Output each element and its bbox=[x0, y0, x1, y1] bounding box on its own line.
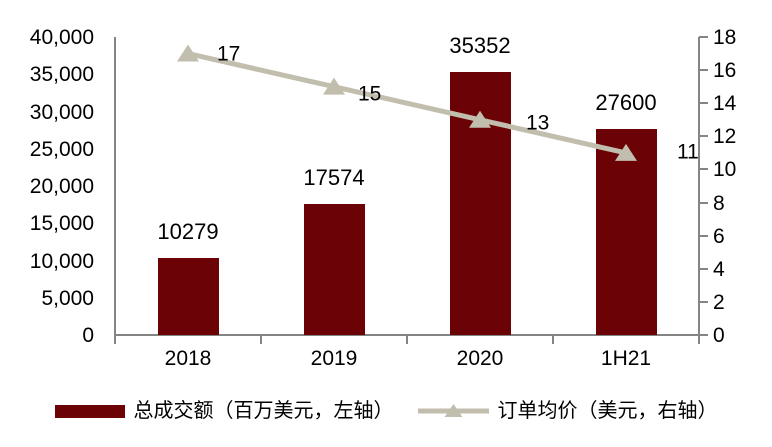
y-axis-left-tick-label: 5,000 bbox=[41, 286, 94, 310]
y-axis-left-tick-label: 10,000 bbox=[29, 249, 94, 273]
y-axis-right-tick bbox=[699, 135, 708, 138]
y-axis-left-tick-label: 0 bbox=[82, 324, 94, 347]
y-axis-right-tick-label: 6 bbox=[713, 224, 725, 248]
y-axis-left-line bbox=[114, 37, 116, 336]
y-axis-right-tick-label: 10 bbox=[713, 158, 737, 182]
y-axis-right-tick bbox=[699, 334, 708, 336]
line-value-label: 17 bbox=[217, 42, 241, 66]
y-axis-left-tick-label: 35,000 bbox=[29, 63, 94, 87]
y-axis-right-tick bbox=[699, 201, 708, 204]
y-axis-left-tick-label: 20,000 bbox=[29, 175, 94, 198]
bar-2019 bbox=[303, 204, 365, 335]
y-axis-right-line bbox=[698, 37, 700, 336]
y-axis-right-tick bbox=[699, 168, 708, 171]
x-axis-category-label: 1H21 bbox=[600, 347, 652, 370]
y-axis-right-tick-label: 12 bbox=[713, 125, 737, 149]
y-axis-left-tick-label: 25,000 bbox=[29, 137, 94, 161]
y-axis-right-tick bbox=[699, 69, 708, 72]
x-axis-category-label: 2020 bbox=[456, 347, 504, 370]
y-axis-right-tick-label: 4 bbox=[713, 257, 725, 281]
legend-label-gmv: 总成交额（百万美元，左轴） bbox=[133, 400, 394, 422]
legend-item-aov[interactable]: 订单均价（美元，右轴） bbox=[417, 400, 718, 422]
y-axis-left-tick-label: 15,000 bbox=[29, 212, 94, 236]
y-axis-left-tick-label: 30,000 bbox=[29, 100, 94, 124]
x-axis-tick bbox=[260, 335, 262, 344]
bar-value-label: 10279 bbox=[157, 219, 219, 245]
y-axis-right-tick-label: 16 bbox=[713, 59, 737, 83]
y-axis-right-tick-label: 14 bbox=[713, 92, 737, 116]
y-axis-right-tick-label: 2 bbox=[713, 290, 725, 314]
x-axis-tick bbox=[698, 335, 700, 344]
bar-1H21 bbox=[595, 129, 657, 335]
x-axis-category-label: 2018 bbox=[164, 347, 212, 370]
y-axis-right-tick bbox=[699, 102, 708, 105]
line-path bbox=[187, 51, 627, 156]
y-axis-right-tick bbox=[699, 267, 708, 270]
y-axis-right-tick bbox=[699, 300, 708, 303]
legend-label-aov: 订单均价（美元，右轴） bbox=[497, 400, 718, 422]
triangle-marker-icon bbox=[323, 77, 345, 95]
x-axis-tick bbox=[406, 335, 408, 344]
bar-value-label: 27600 bbox=[595, 90, 657, 116]
line-value-label: 11 bbox=[677, 140, 699, 164]
bar-2018 bbox=[157, 258, 219, 335]
line-value-label: 15 bbox=[358, 82, 382, 106]
x-axis-tick bbox=[114, 335, 116, 344]
y-axis-left-tick-label: 40,000 bbox=[29, 26, 94, 49]
bar-value-label: 17574 bbox=[303, 165, 365, 191]
triangle-marker-icon bbox=[615, 143, 637, 161]
triangle-marker-icon bbox=[177, 44, 199, 62]
legend-item-gmv[interactable]: 总成交额（百万美元，左轴） bbox=[54, 400, 394, 422]
y-axis-right-tick-label: 8 bbox=[713, 191, 725, 215]
y-axis-right-tick-label: 0 bbox=[713, 324, 725, 347]
legend: 总成交额（百万美元，左轴） 订单均价（美元，右轴） bbox=[0, 401, 772, 421]
y-axis-right-tick-label: 18 bbox=[713, 26, 737, 49]
line-triangle-swatch-icon bbox=[417, 402, 489, 420]
y-axis-right-tick bbox=[699, 36, 708, 38]
y-axis-right-tick bbox=[699, 234, 708, 237]
x-axis-category-label: 2019 bbox=[310, 347, 358, 370]
x-axis-tick bbox=[552, 335, 554, 344]
bar-swatch-icon bbox=[54, 404, 125, 418]
line-value-label: 13 bbox=[526, 111, 550, 135]
triangle-marker-icon bbox=[469, 110, 491, 128]
bar-value-label: 35352 bbox=[449, 32, 511, 58]
